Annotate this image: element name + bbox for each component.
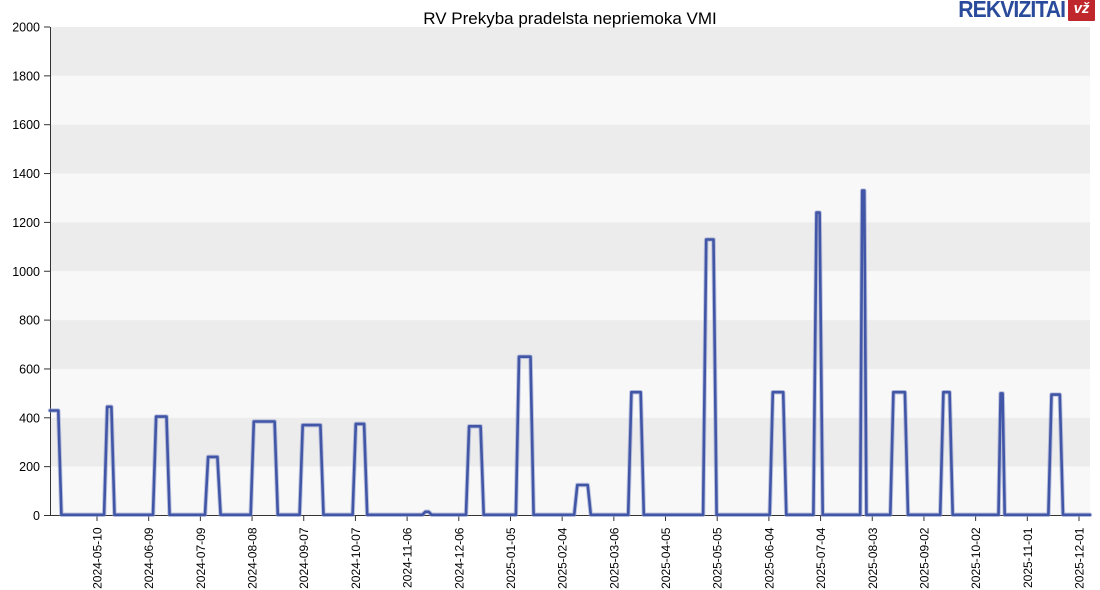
svg-text:1400: 1400 <box>12 167 40 181</box>
svg-text:0: 0 <box>33 509 40 523</box>
vz-logo-badge: vž <box>1068 0 1095 21</box>
svg-text:2025-12-01: 2025-12-01 <box>1072 527 1086 589</box>
svg-text:2025-04-05: 2025-04-05 <box>659 527 673 589</box>
svg-text:2025-02-04: 2025-02-04 <box>556 527 570 589</box>
svg-text:200: 200 <box>19 460 40 474</box>
svg-text:2025-08-03: 2025-08-03 <box>866 527 880 589</box>
svg-text:600: 600 <box>19 362 40 376</box>
x-axis-labels: 2024-05-10 2024-06-09 2024-07-09 2024-08-08… <box>91 527 1087 589</box>
svg-text:2024-08-08: 2024-08-08 <box>246 527 260 589</box>
svg-text:800: 800 <box>19 314 40 328</box>
svg-text:2025-03-06: 2025-03-06 <box>607 527 621 589</box>
svg-text:2024-06-09: 2024-06-09 <box>142 527 156 589</box>
svg-text:2024-09-07: 2024-09-07 <box>297 527 311 589</box>
svg-text:2025-11-01: 2025-11-01 <box>1021 527 1035 588</box>
svg-text:2025-06-04: 2025-06-04 <box>762 527 776 589</box>
svg-text:400: 400 <box>19 411 40 425</box>
svg-text:2025-05-05: 2025-05-05 <box>711 527 725 589</box>
svg-text:2024-12-06: 2024-12-06 <box>452 527 466 589</box>
svg-text:2024-07-09: 2024-07-09 <box>194 527 208 589</box>
svg-text:2025-07-04: 2025-07-04 <box>814 527 828 589</box>
rekvizitai-logo-text: REKVIZITAI <box>958 0 1066 22</box>
svg-text:2024-10-07: 2024-10-07 <box>349 527 363 589</box>
svg-text:2025-09-02: 2025-09-02 <box>917 527 931 589</box>
rekvizitai-logo: REKVIZITAI vž <box>949 0 1095 22</box>
series-line <box>47 188 1093 518</box>
svg-text:2024-05-10: 2024-05-10 <box>91 527 105 589</box>
svg-text:2024-11-06: 2024-11-06 <box>401 527 415 588</box>
svg-text:1800: 1800 <box>12 69 40 83</box>
svg-text:2025-10-02: 2025-10-02 <box>969 527 983 589</box>
svg-text:1600: 1600 <box>12 118 40 132</box>
svg-text:2025-01-05: 2025-01-05 <box>504 527 518 589</box>
svg-text:1200: 1200 <box>12 216 40 230</box>
y-axis-ticks <box>44 26 50 516</box>
chart-title: RV Prekyba pradelsta nepriemoka VMI <box>423 9 717 28</box>
grid-bands <box>50 27 1090 516</box>
svg-text:2000: 2000 <box>12 21 40 35</box>
svg-text:1000: 1000 <box>12 265 40 279</box>
